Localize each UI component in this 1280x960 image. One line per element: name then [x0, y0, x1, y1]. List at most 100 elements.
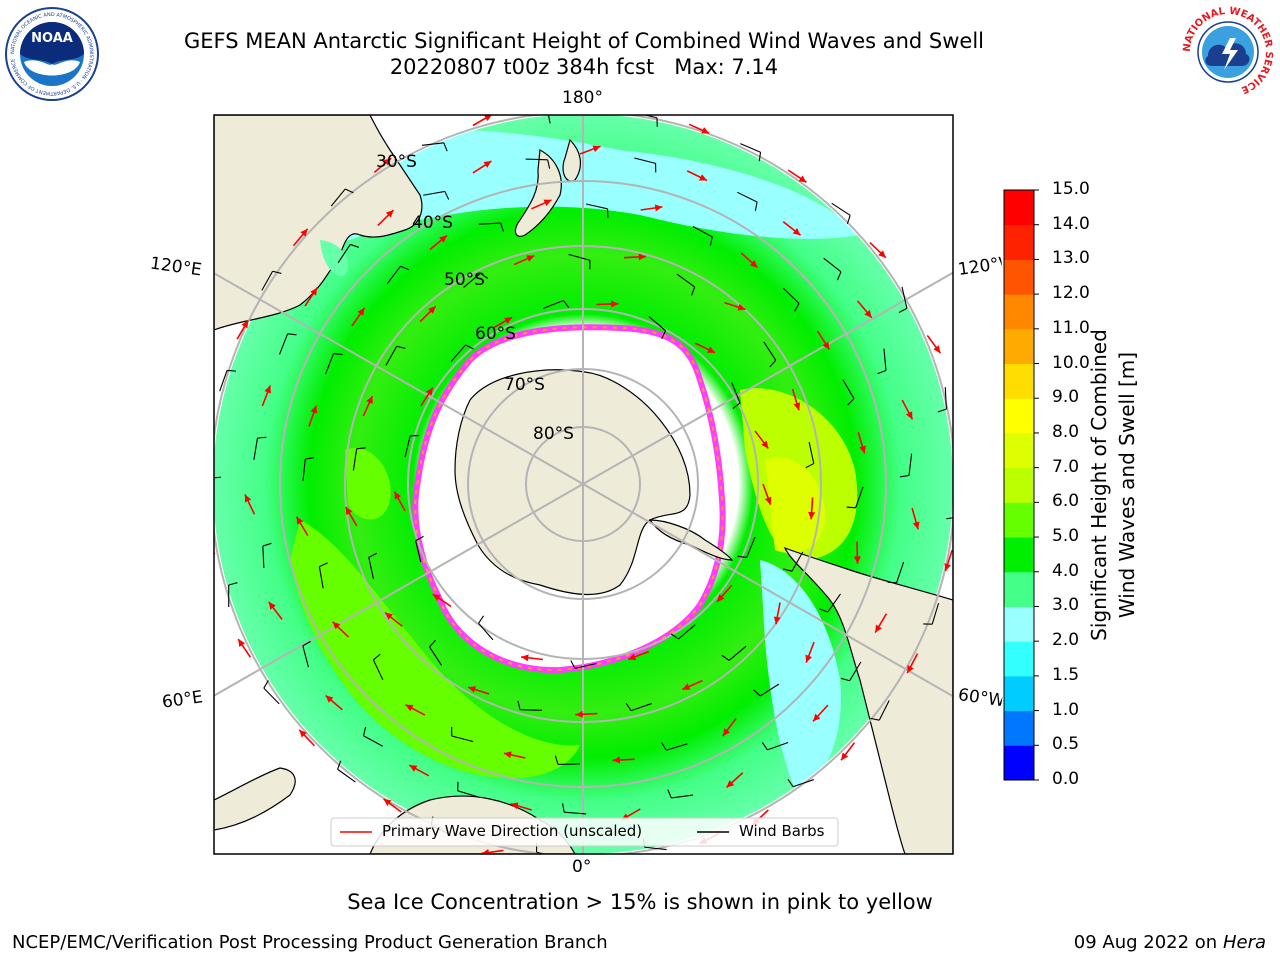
lat-label-60s: 60°S — [475, 324, 516, 344]
legend-wave-label: Primary Wave Direction (unscaled) — [382, 822, 643, 840]
wind-barb — [368, 557, 374, 579]
wave-arrow-head — [853, 556, 861, 564]
longitude-lines — [214, 115, 953, 854]
wind-barb — [421, 142, 444, 146]
wind-barb — [883, 348, 887, 371]
wind-barb-feather — [319, 562, 328, 568]
wind-barb — [678, 624, 696, 640]
wave-arrow-head — [592, 145, 601, 153]
wave-arrow-head — [357, 307, 365, 316]
wind-barb-feather — [900, 474, 910, 478]
wind-barb — [671, 794, 694, 799]
wind-barb-feather — [356, 447, 366, 450]
wind-barb — [568, 253, 590, 261]
wind-barb-feather — [661, 742, 667, 751]
wind-barb — [302, 645, 309, 668]
colorbar-tick-label: 1.5 — [1052, 664, 1080, 685]
wave-arrow-head — [591, 859, 599, 866]
colorbar-tick-label: 8.0 — [1052, 421, 1080, 442]
wave-arrow-head — [575, 710, 583, 718]
colorbar-tick-label: 1.0 — [1052, 699, 1080, 720]
colorbar-tick-label: 4.0 — [1052, 560, 1080, 581]
lon-label-180: 180° — [562, 88, 603, 108]
new-zealand-landmass — [514, 149, 562, 237]
lat-label-30s: 30°S — [376, 152, 417, 172]
colorbar-tick-label: 6.0 — [1052, 491, 1080, 512]
wave-arrow-head — [726, 780, 735, 788]
wave-arrow-head — [841, 752, 849, 761]
wind-barb — [372, 659, 384, 681]
wave-arrow-head — [773, 616, 781, 625]
wind-barb-feather — [937, 408, 947, 413]
wave-arrow-head — [241, 320, 249, 329]
colorbar-segment — [1004, 641, 1034, 677]
wind-barb-feather — [840, 677, 850, 682]
colorbar-tick-label: 12.0 — [1052, 283, 1090, 304]
wind-barb — [337, 768, 356, 783]
wind-barb — [648, 316, 666, 332]
wave-arrow-head — [878, 250, 886, 258]
wind-barb — [676, 273, 696, 288]
footer-date: 09 Aug 2022 on Hera — [1074, 932, 1266, 953]
wind-barb — [855, 486, 864, 508]
wave-arrow-head — [264, 385, 271, 394]
wave-arrow-head — [722, 728, 730, 737]
wind-barb-feather — [444, 191, 450, 200]
colorbar-segment — [1004, 363, 1034, 399]
wind-barb-feather — [870, 717, 880, 721]
wave-arrow-head — [385, 210, 394, 218]
wind-barb — [261, 270, 274, 291]
wave-arrow-head — [504, 317, 513, 324]
wind-barb — [520, 709, 543, 711]
wave-arrow-head — [483, 161, 492, 168]
map-area — [214, 115, 966, 866]
high-wave-region — [765, 457, 826, 554]
wave-arrow-head — [299, 729, 307, 738]
wave-arrow-head — [628, 653, 637, 661]
wind-barb — [908, 453, 913, 476]
wind-barb — [630, 702, 653, 712]
wind-barb-feather — [794, 303, 800, 312]
colorbar-segment — [1004, 502, 1034, 538]
wind-barb — [792, 779, 814, 788]
antarctica-landmass — [454, 369, 691, 595]
colorbar-tick-label: 15.0 — [1052, 179, 1090, 199]
wind-barb-feather — [562, 803, 565, 813]
wind-barb-feather — [737, 555, 747, 558]
wind-barb-feather — [847, 398, 855, 406]
wave-arrow-head — [699, 174, 708, 181]
wind-barb — [463, 272, 481, 288]
wave-direction-arrow — [956, 441, 966, 461]
mid-wave-region — [290, 520, 580, 779]
wave-arrow-head — [468, 686, 477, 693]
colorbar-segment — [1004, 571, 1034, 607]
wind-barb-feather — [263, 680, 269, 689]
colorbar-segment — [1004, 432, 1034, 469]
wave-arrow-head — [238, 639, 246, 647]
colorbar-tick-label: 2.0 — [1052, 630, 1080, 651]
wave-arrow-head — [366, 396, 373, 405]
wave-direction-arrows — [214, 115, 966, 866]
wave-arrow-head — [332, 621, 341, 630]
wind-barb — [955, 496, 958, 518]
wind-barb — [478, 622, 494, 641]
wave-arrow-head — [933, 345, 941, 354]
wave-arrow-head — [484, 115, 492, 122]
wind-barb-feather — [690, 286, 696, 296]
colorbar-segment — [1004, 398, 1034, 434]
legend-barb-label: Wind Barbs — [739, 822, 825, 840]
wind-barb-feather — [846, 215, 851, 225]
wind-barb-feather — [667, 789, 672, 799]
wave-arrow-head — [268, 601, 276, 610]
wave-arrow-head — [907, 665, 914, 674]
colorbar-tick-label: 3.0 — [1052, 595, 1080, 616]
wave-arrow-head — [792, 228, 801, 236]
wind-barb — [429, 646, 442, 666]
footer-credit: NCEP/EMC/Verification Post Processing Pr… — [12, 932, 608, 953]
colorbar-tick-label: 11.0 — [1052, 317, 1090, 338]
colorbar-segment — [1004, 606, 1034, 642]
wind-barb-feather — [214, 476, 222, 479]
wind-barb-feather — [400, 265, 409, 271]
wind-barb-feather — [562, 300, 570, 309]
wave-arrow-head — [707, 346, 716, 353]
